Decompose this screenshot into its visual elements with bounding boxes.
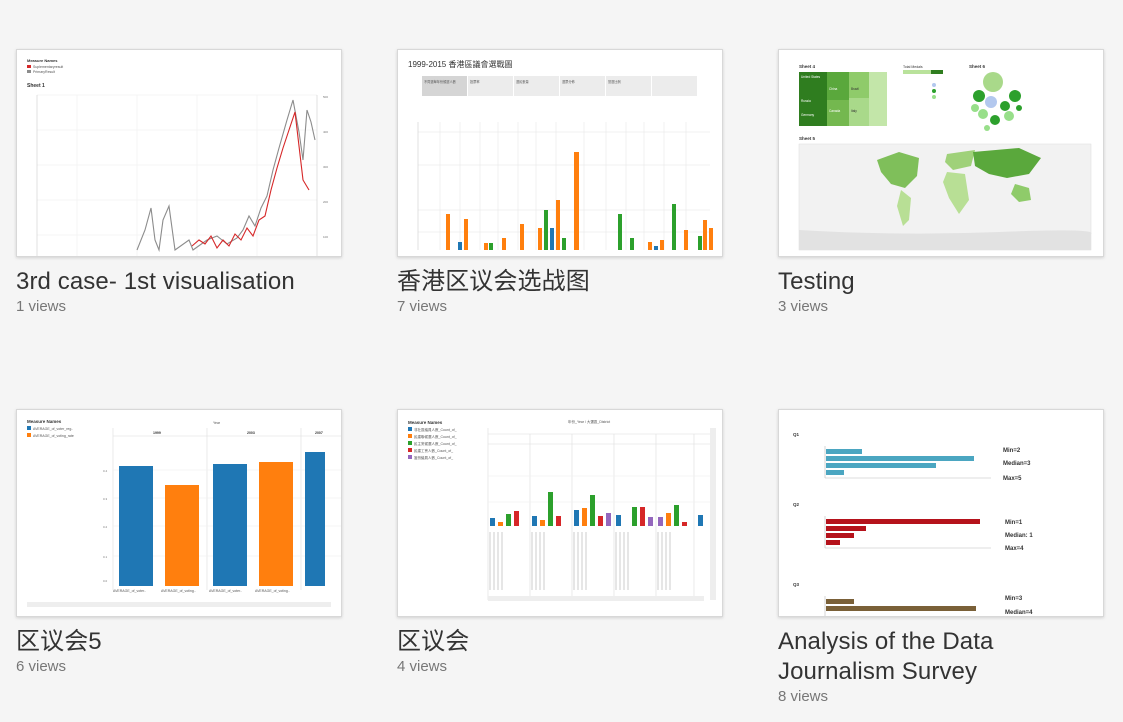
- workbook-view-count: 1 views: [16, 298, 67, 315]
- bar-chart-thumbnail: Measure Names AVERAGE_of_voter_reg.. AVE…: [27, 419, 341, 607]
- svg-text:Brazil: Brazil: [851, 87, 859, 91]
- workbook-view-count: 8 views: [778, 688, 829, 705]
- svg-text:2003: 2003: [247, 431, 255, 435]
- svg-text:Russia: Russia: [801, 99, 811, 103]
- svg-text:Canada: Canada: [829, 109, 840, 113]
- svg-text:China: China: [829, 87, 838, 91]
- survey-bars-thumbnail: Q1 Min=2 Median=3 Max=5 Q2 Min=1 Median:…: [793, 432, 1033, 616]
- svg-text:0.4: 0.4: [103, 469, 108, 473]
- workbook-view-count: 6 views: [16, 658, 67, 675]
- svg-text:AVERAGE_of_voting_rate: AVERAGE_of_voting_rate: [33, 434, 74, 438]
- treemap-map-thumbnail: Sheet 4 United States Russia Germany Chi…: [798, 64, 1092, 251]
- svg-text:300: 300: [323, 165, 328, 169]
- svg-text:200: 200: [323, 200, 328, 204]
- svg-text:Year: Year: [213, 421, 221, 425]
- workbook-thumbnail[interactable]: Q1 Min=2 Median=3 Max=5 Q2 Min=1 Median:…: [778, 409, 1104, 617]
- svg-text:Measure Names: Measure Names: [408, 420, 443, 425]
- workbook-card-5[interactable]: Measure Names 非社區議員人數_Count_of_ 民建聯候選人數_…: [397, 409, 723, 675]
- workbook-thumbnail[interactable]: Measure Names 非社區議員人數_Count_of_ 民建聯候選人數_…: [397, 409, 723, 617]
- svg-text:400: 400: [323, 130, 328, 134]
- svg-text:0.3: 0.3: [103, 497, 108, 501]
- svg-text:非社區議員人數_Count_of_: 非社區議員人數_Count_of_: [414, 427, 457, 432]
- svg-text:Max=5: Max=5: [1003, 476, 1022, 482]
- svg-text:選票分佈: 選票分佈: [562, 79, 576, 84]
- workbook-title[interactable]: 区议会5: [16, 628, 102, 655]
- svg-text:100: 100: [323, 235, 328, 239]
- svg-text:選民數量: 選民數量: [516, 79, 530, 84]
- workbook-card-3[interactable]: Sheet 4 United States Russia Germany Chi…: [778, 49, 1104, 315]
- workbook-view-count: 3 views: [778, 298, 829, 315]
- svg-text:2007: 2007: [315, 431, 323, 435]
- workbook-view-count: 7 views: [397, 298, 448, 315]
- workbook-view-count: 4 views: [397, 658, 448, 675]
- svg-text:AVERAGE_of_voter_reg..: AVERAGE_of_voter_reg..: [33, 427, 73, 431]
- svg-text:當選比例: 當選比例: [608, 79, 621, 84]
- line-chart-thumbnail: Measure Names Suplementaryresult Primary…: [27, 58, 328, 256]
- dashboard-heading: 1999-2015 香港區議會選戰圖: [408, 59, 512, 69]
- svg-text:Median=4: Median=4: [1005, 610, 1033, 616]
- svg-text:Sheet 6: Sheet 6: [969, 64, 986, 69]
- workbook-title[interactable]: 香港区议会选战图: [397, 268, 590, 295]
- svg-text:Q2: Q2: [793, 502, 800, 507]
- svg-text:Total Medals: Total Medals: [903, 65, 923, 69]
- svg-text:不同選舉年份候選人數: 不同選舉年份候選人數: [424, 79, 457, 84]
- svg-text:民建工會人數_Count_of_: 民建工會人數_Count_of_: [414, 448, 453, 453]
- svg-text:AVERAGE_of_voting..: AVERAGE_of_voting..: [255, 589, 290, 593]
- svg-text:Germany: Germany: [801, 113, 815, 117]
- svg-text:Median: 1: Median: 1: [1005, 533, 1033, 539]
- workbook-card-6[interactable]: Q1 Min=2 Median=3 Max=5 Q2 Min=1 Median:…: [778, 409, 1104, 705]
- svg-text:0.1: 0.1: [103, 555, 108, 559]
- workbook-title[interactable]: Testing: [778, 268, 855, 295]
- workbook-thumbnail[interactable]: 1999-2015 香港區議會選戰圖 不同選舉年份候選人數 投票率 選民數量 選…: [397, 49, 723, 257]
- workbook-thumbnail[interactable]: Measure Names AVERAGE_of_voter_reg.. AVE…: [16, 409, 342, 617]
- svg-text:AVERAGE_of_voter..: AVERAGE_of_voter..: [209, 589, 242, 593]
- bar-chart-thumbnail: Measure Names 非社區議員人數_Count_of_ 民建聯候選人數_…: [408, 419, 716, 601]
- workbook-title[interactable]: 3rd case- 1st visualisation: [16, 268, 295, 295]
- svg-text:Median=3: Median=3: [1003, 461, 1031, 467]
- legend-item: PrimaryResult: [33, 70, 55, 74]
- svg-text:0.0: 0.0: [103, 579, 108, 583]
- legend-item: Suplementaryresult: [33, 65, 63, 69]
- svg-text:Q1: Q1: [793, 432, 800, 437]
- svg-text:當然議員人數_Count_of_: 當然議員人數_Count_of_: [414, 455, 453, 460]
- svg-text:投票率: 投票率: [470, 79, 480, 84]
- sheet-title: Sheet 1: [27, 83, 45, 89]
- svg-text:Min=1: Min=1: [1005, 520, 1023, 526]
- workbook-thumbnail[interactable]: Measure Names Suplementaryresult Primary…: [16, 49, 342, 257]
- bar-chart-thumbnail: 1999-2015 香港區議會選戰圖 不同選舉年份候選人數 投票率 選民數量 選…: [408, 59, 713, 250]
- svg-text:500: 500: [323, 95, 328, 99]
- svg-text:Max=4: Max=4: [1005, 546, 1024, 552]
- svg-text:Measure Names: Measure Names: [27, 419, 62, 424]
- workbook-title[interactable]: 区议会: [397, 628, 470, 655]
- svg-text:Q3: Q3: [793, 582, 800, 587]
- svg-text:Min=2: Min=2: [1003, 448, 1021, 454]
- workbook-card-1[interactable]: Measure Names Suplementaryresult Primary…: [16, 49, 342, 315]
- workbook-card-2[interactable]: 1999-2015 香港區議會選戰圖 不同選舉年份候選人數 投票率 選民數量 選…: [397, 49, 723, 315]
- workbook-title[interactable]: Analysis of the Data Journalism Survey: [778, 628, 994, 685]
- svg-text:AVERAGE_of_voter..: AVERAGE_of_voter..: [113, 589, 146, 593]
- svg-text:民主黨候選人數_Count_of_: 民主黨候選人數_Count_of_: [414, 441, 457, 446]
- svg-text:年份_Year / 大選區_District: 年份_Year / 大選區_District: [568, 419, 610, 424]
- svg-text:United States: United States: [801, 75, 821, 79]
- svg-text:Min=3: Min=3: [1005, 596, 1023, 602]
- svg-text:Italy: Italy: [851, 109, 857, 113]
- svg-text:AVERAGE_of_voting..: AVERAGE_of_voting..: [161, 589, 196, 593]
- svg-text:民建聯候選人數_Count_of_: 民建聯候選人數_Count_of_: [414, 434, 457, 439]
- svg-text:1999: 1999: [153, 431, 161, 435]
- svg-text:Sheet 4: Sheet 4: [799, 64, 816, 69]
- workbook-thumbnail[interactable]: Sheet 4 United States Russia Germany Chi…: [778, 49, 1104, 257]
- svg-text:Sheet 5: Sheet 5: [799, 136, 816, 141]
- legend-title: Measure Names: [27, 58, 58, 63]
- svg-text:0.2: 0.2: [103, 525, 108, 529]
- workbook-card-4[interactable]: Measure Names AVERAGE_of_voter_reg.. AVE…: [16, 409, 342, 675]
